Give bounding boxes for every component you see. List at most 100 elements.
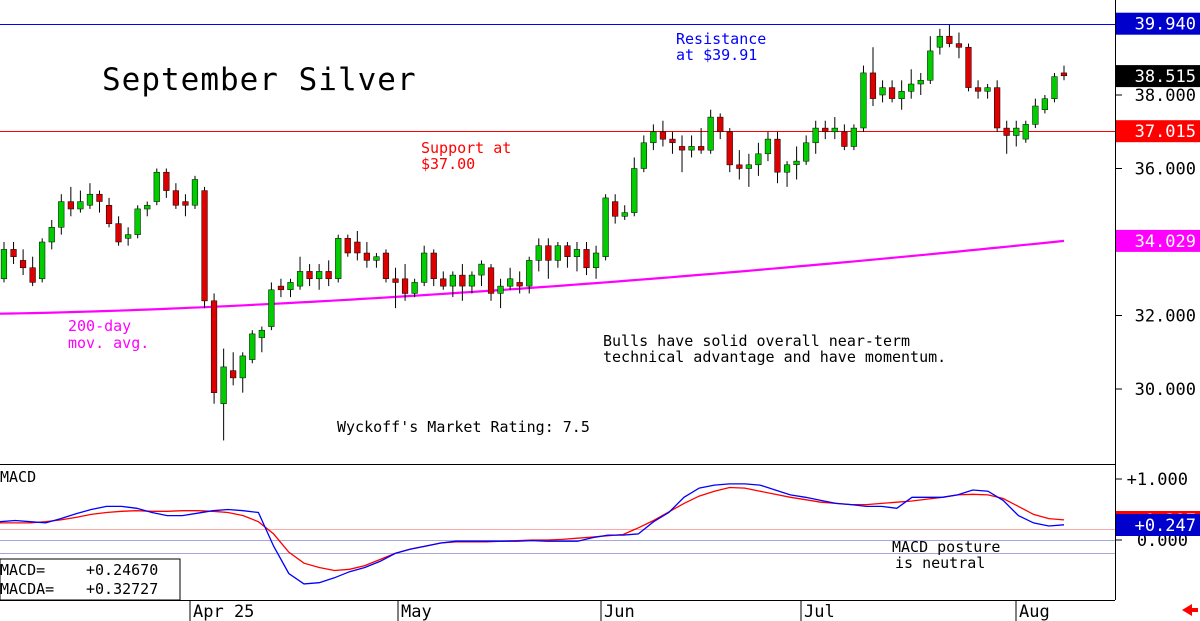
candle: [258, 326, 265, 353]
macd-readout-label: MACD=: [0, 561, 45, 579]
candle: [249, 330, 256, 364]
candle-body: [650, 131, 657, 144]
candle-body: [669, 138, 676, 144]
date-tick-label: May: [401, 602, 432, 621]
candle: [698, 128, 705, 154]
price-tag: 37.015: [1116, 120, 1200, 143]
candle-body: [401, 278, 409, 294]
candle: [736, 150, 743, 180]
date-tick-label: Jun: [604, 602, 635, 621]
candle: [201, 186, 208, 309]
candle-body: [745, 164, 752, 169]
candle: [354, 230, 361, 261]
candle: [831, 117, 838, 140]
candle-body: [793, 160, 800, 166]
candle: [468, 271, 476, 294]
candle-body: [936, 35, 943, 48]
candle-body: [19, 260, 27, 269]
candle: [296, 256, 304, 290]
candle-body: [125, 234, 132, 239]
candle: [287, 278, 294, 298]
candle: [974, 80, 982, 99]
candle-body: [602, 197, 609, 257]
candle-body: [564, 245, 571, 257]
candle: [487, 264, 495, 301]
candle-body: [965, 46, 972, 88]
candle-body: [163, 171, 170, 191]
candle: [134, 205, 141, 239]
candle-body: [363, 252, 370, 261]
candle: [58, 194, 65, 235]
macd-title: MACD: [0, 468, 36, 486]
candle-body: [535, 245, 542, 261]
macd-value-tag: [1116, 514, 1200, 536]
candle-body: [478, 263, 485, 276]
candle: [325, 260, 332, 287]
candle: [401, 264, 409, 301]
candle-body: [268, 289, 275, 327]
candle: [210, 293, 218, 404]
candle: [67, 186, 74, 217]
candle-body: [888, 87, 896, 99]
candle: [335, 234, 342, 283]
candle-body: [459, 274, 466, 287]
candle: [783, 161, 791, 187]
candle-body: [115, 223, 122, 243]
date-tick-label: Aug: [1019, 602, 1050, 621]
candle: [306, 264, 313, 287]
candle-body: [316, 271, 323, 280]
candle-body: [58, 201, 65, 228]
candle: [774, 131, 781, 184]
candle-body: [717, 116, 724, 133]
candle-body: [783, 164, 791, 173]
candle: [440, 271, 447, 290]
candle: [392, 267, 399, 309]
candle-body: [822, 127, 829, 133]
candle: [640, 135, 647, 173]
candle-body: [803, 142, 810, 162]
candle: [182, 194, 189, 217]
candle: [583, 242, 590, 276]
candle: [19, 249, 27, 276]
macd-line: [0, 483, 1065, 585]
candle-body: [707, 116, 714, 151]
candle: [869, 47, 877, 107]
price-tag: 38.515: [1116, 65, 1200, 88]
macd-comment-line-2: is neutral: [895, 554, 985, 572]
candle: [430, 249, 437, 287]
candle: [507, 267, 514, 290]
candle: [745, 153, 752, 187]
candle: [994, 80, 1001, 132]
price-tag-box: [1116, 65, 1200, 88]
candle-body: [77, 201, 84, 210]
candle: [1060, 65, 1068, 81]
candle-body: [879, 87, 886, 96]
candle: [669, 131, 676, 154]
candle-body: [210, 300, 218, 393]
candle: [449, 271, 456, 298]
candle-body: [497, 285, 504, 294]
candle-body: [612, 201, 619, 217]
comment-line-2: technical advantage and have momentum.: [603, 348, 946, 366]
price-tag: 39.940: [1116, 12, 1200, 35]
candles-layer: [0, 24, 1068, 441]
candle: [526, 256, 533, 294]
candle: [382, 249, 390, 283]
horizontal-lines: [0, 24, 1115, 132]
candle-body: [640, 142, 647, 169]
candle-body: [39, 241, 46, 280]
resistance-annotation-line-2: at $39.91: [676, 46, 757, 64]
candle-body: [440, 278, 447, 287]
price-tag-label: 38.515: [1135, 67, 1196, 87]
candle-body: [258, 329, 265, 338]
candle-body: [239, 355, 246, 379]
candle-body: [917, 80, 924, 85]
candle-body: [354, 241, 361, 254]
candle-body: [774, 138, 781, 173]
scroll-left-arrow-icon[interactable]: [1182, 604, 1198, 616]
candle-body: [325, 271, 332, 280]
candle-body: [29, 267, 36, 283]
price-tag-label: 39.940: [1135, 15, 1196, 35]
candle-body: [201, 190, 208, 302]
candle-body: [0, 249, 8, 280]
